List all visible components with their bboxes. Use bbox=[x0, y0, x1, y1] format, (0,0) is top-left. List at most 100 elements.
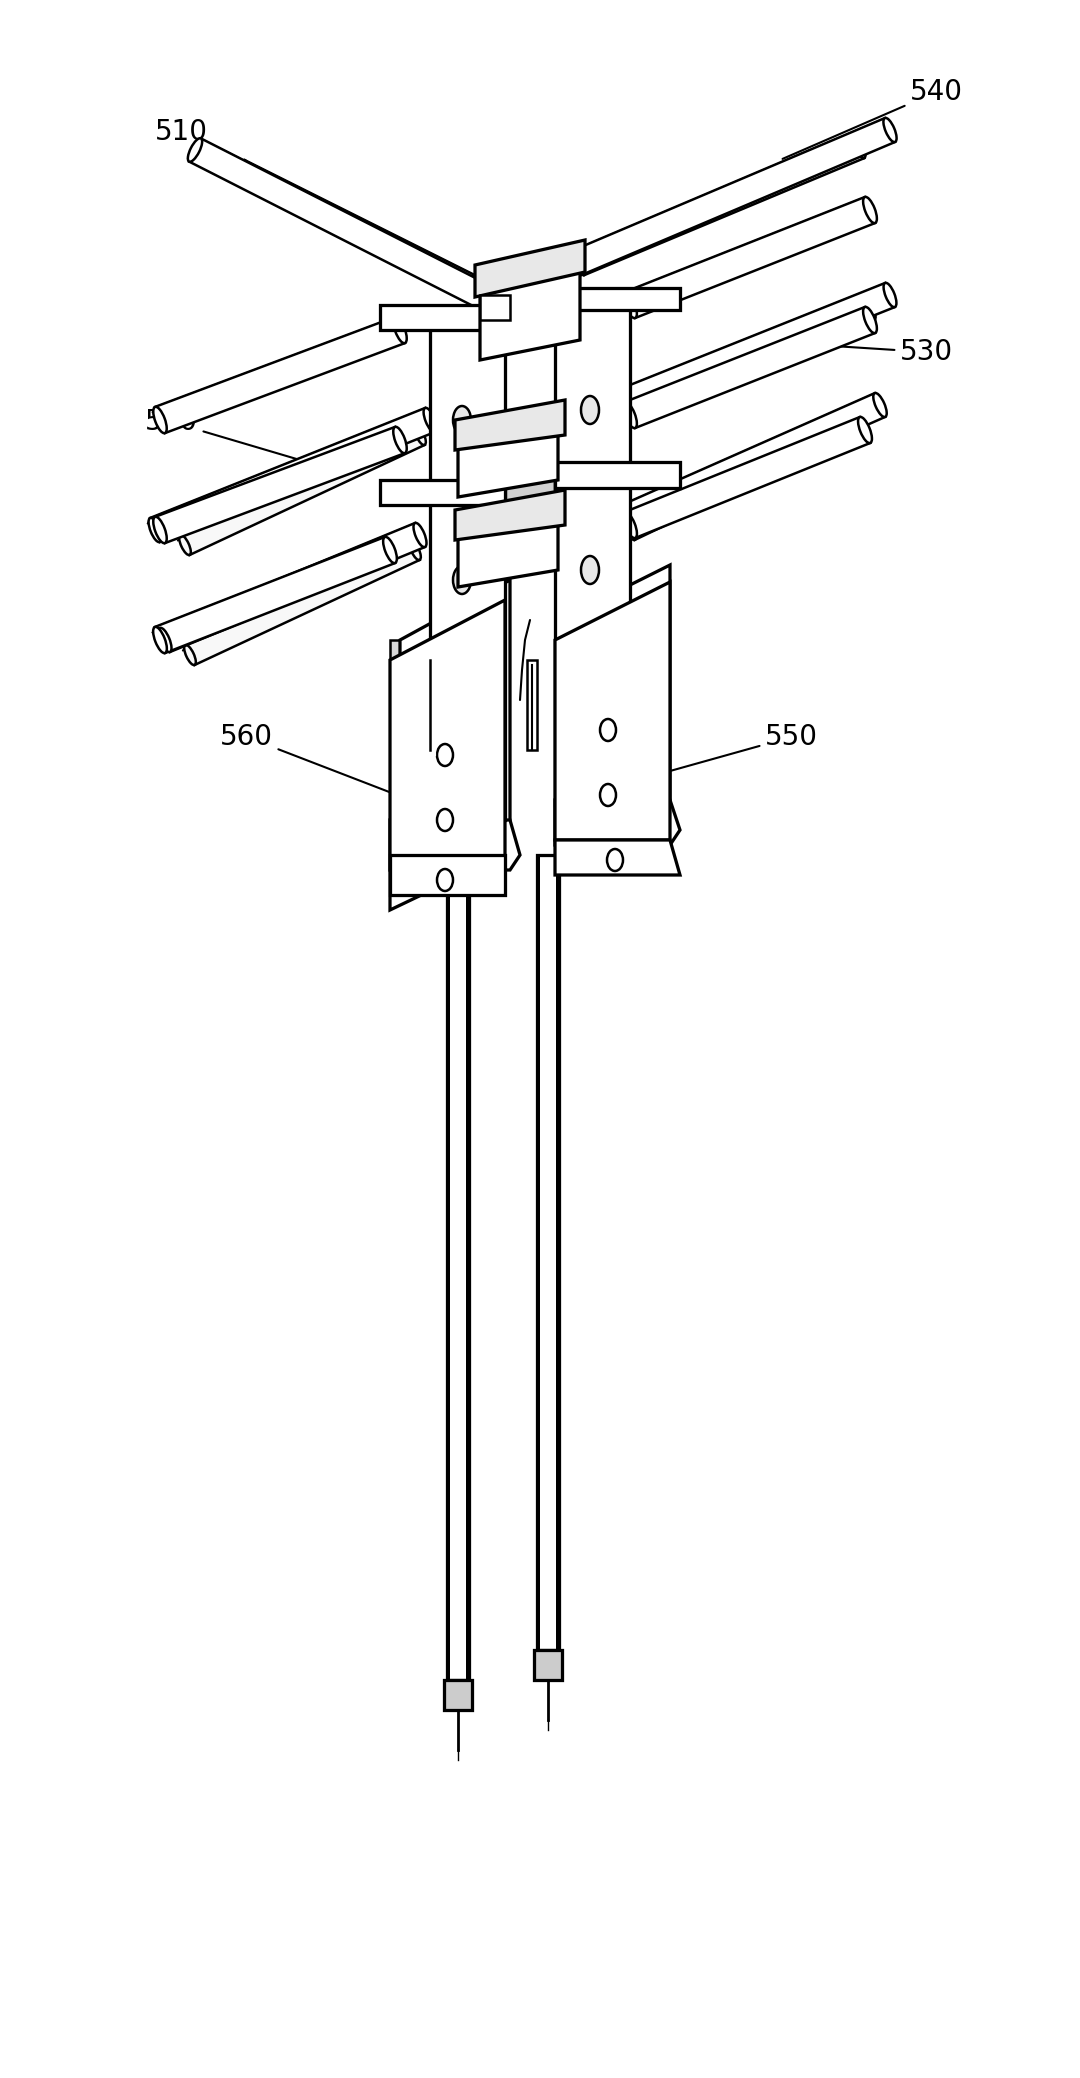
Polygon shape bbox=[156, 426, 405, 542]
Ellipse shape bbox=[149, 517, 161, 542]
Polygon shape bbox=[475, 239, 585, 297]
Polygon shape bbox=[455, 490, 565, 540]
Ellipse shape bbox=[623, 511, 637, 538]
Ellipse shape bbox=[437, 808, 453, 831]
Ellipse shape bbox=[234, 160, 246, 181]
Text: 510: 510 bbox=[156, 118, 327, 214]
Ellipse shape bbox=[620, 405, 631, 426]
Ellipse shape bbox=[863, 308, 877, 332]
Polygon shape bbox=[505, 295, 530, 335]
Text: 560: 560 bbox=[220, 723, 407, 800]
Ellipse shape bbox=[858, 418, 872, 443]
Polygon shape bbox=[152, 316, 395, 414]
Polygon shape bbox=[555, 800, 680, 846]
Ellipse shape bbox=[483, 289, 497, 312]
Ellipse shape bbox=[153, 407, 166, 432]
Polygon shape bbox=[186, 540, 420, 665]
Text: 550: 550 bbox=[623, 723, 818, 783]
Ellipse shape bbox=[854, 137, 865, 158]
Polygon shape bbox=[480, 270, 580, 359]
Polygon shape bbox=[576, 137, 864, 274]
Polygon shape bbox=[455, 399, 565, 451]
Polygon shape bbox=[380, 305, 505, 330]
Ellipse shape bbox=[409, 540, 421, 561]
Polygon shape bbox=[380, 480, 505, 505]
Ellipse shape bbox=[600, 783, 616, 806]
Polygon shape bbox=[189, 139, 496, 312]
Ellipse shape bbox=[553, 258, 567, 283]
Polygon shape bbox=[152, 536, 384, 634]
Polygon shape bbox=[537, 854, 559, 1650]
Ellipse shape bbox=[453, 707, 471, 734]
Ellipse shape bbox=[623, 401, 637, 428]
Ellipse shape bbox=[581, 696, 599, 723]
Polygon shape bbox=[157, 524, 415, 634]
Polygon shape bbox=[458, 428, 558, 497]
Text: 540: 540 bbox=[783, 79, 963, 158]
Polygon shape bbox=[622, 418, 860, 517]
Text: 520: 520 bbox=[145, 407, 297, 459]
Polygon shape bbox=[183, 540, 410, 650]
Polygon shape bbox=[527, 661, 537, 750]
Polygon shape bbox=[390, 640, 400, 875]
Polygon shape bbox=[555, 295, 630, 804]
Ellipse shape bbox=[883, 283, 896, 308]
Ellipse shape bbox=[453, 405, 471, 434]
Polygon shape bbox=[154, 536, 395, 652]
Polygon shape bbox=[610, 283, 895, 418]
Polygon shape bbox=[607, 283, 886, 399]
Polygon shape bbox=[390, 854, 505, 896]
Polygon shape bbox=[198, 139, 496, 295]
Polygon shape bbox=[625, 409, 865, 540]
Ellipse shape bbox=[854, 409, 866, 430]
Polygon shape bbox=[147, 407, 426, 524]
Polygon shape bbox=[622, 409, 855, 526]
Polygon shape bbox=[400, 580, 510, 875]
Polygon shape bbox=[572, 137, 855, 262]
Polygon shape bbox=[561, 565, 670, 800]
Polygon shape bbox=[390, 821, 519, 871]
Ellipse shape bbox=[624, 520, 636, 540]
Polygon shape bbox=[555, 289, 680, 310]
Polygon shape bbox=[625, 197, 875, 318]
Ellipse shape bbox=[185, 644, 195, 665]
Polygon shape bbox=[611, 393, 875, 513]
Ellipse shape bbox=[609, 393, 621, 418]
Ellipse shape bbox=[607, 850, 623, 871]
Ellipse shape bbox=[437, 744, 453, 767]
Polygon shape bbox=[242, 160, 475, 281]
Polygon shape bbox=[534, 1650, 562, 1679]
Ellipse shape bbox=[393, 316, 407, 343]
Polygon shape bbox=[156, 316, 405, 432]
Ellipse shape bbox=[179, 534, 191, 555]
Ellipse shape bbox=[423, 407, 436, 432]
Ellipse shape bbox=[414, 524, 427, 547]
Ellipse shape bbox=[581, 397, 599, 424]
Ellipse shape bbox=[153, 628, 166, 652]
Polygon shape bbox=[390, 601, 505, 910]
Polygon shape bbox=[480, 295, 510, 320]
Polygon shape bbox=[447, 871, 469, 1679]
Ellipse shape bbox=[414, 424, 426, 445]
Polygon shape bbox=[618, 299, 866, 411]
Ellipse shape bbox=[613, 507, 626, 532]
Ellipse shape bbox=[863, 197, 877, 222]
Ellipse shape bbox=[153, 517, 166, 542]
Polygon shape bbox=[625, 308, 875, 428]
Polygon shape bbox=[150, 407, 435, 542]
Polygon shape bbox=[444, 1679, 472, 1710]
Ellipse shape bbox=[188, 139, 202, 162]
Polygon shape bbox=[621, 299, 875, 426]
Ellipse shape bbox=[453, 565, 471, 594]
Ellipse shape bbox=[437, 869, 453, 891]
Polygon shape bbox=[180, 426, 424, 555]
Polygon shape bbox=[622, 197, 865, 297]
Polygon shape bbox=[555, 840, 680, 875]
Polygon shape bbox=[622, 308, 865, 407]
Text: 530: 530 bbox=[743, 339, 954, 366]
Polygon shape bbox=[160, 524, 424, 652]
Polygon shape bbox=[624, 418, 870, 538]
Polygon shape bbox=[555, 461, 680, 488]
Ellipse shape bbox=[575, 256, 585, 274]
Polygon shape bbox=[177, 426, 416, 540]
